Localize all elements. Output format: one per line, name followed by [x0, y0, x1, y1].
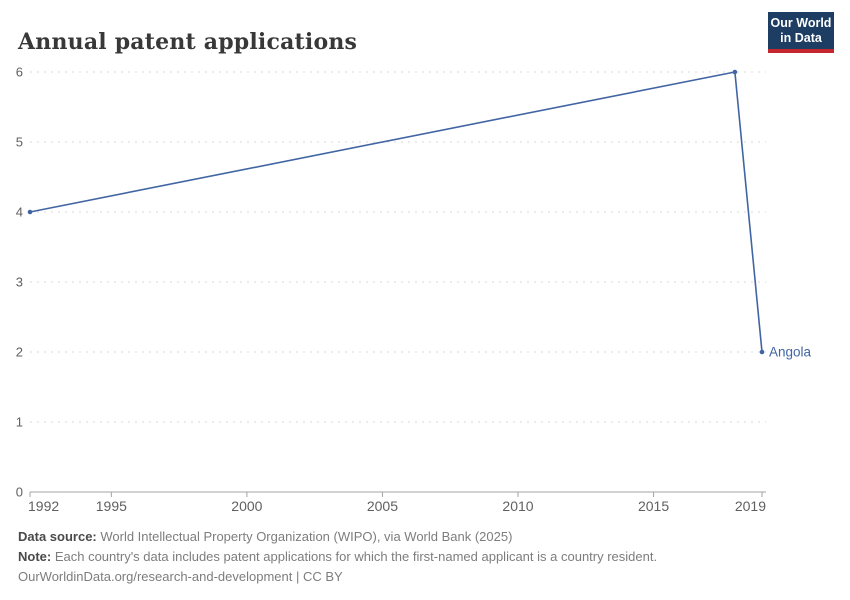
y-tick-label-3: 3 — [16, 275, 23, 290]
line-chart-plot-area: 0 1 2 3 4 5 6 1992 1995 2000 2005 2010 2015 2019 Angol… — [16, 65, 812, 515]
y-tick-label-0: 0 — [16, 485, 23, 500]
x-tick-label-1995: 1995 — [96, 498, 127, 514]
entity-label-angola[interactable]: Angola — [769, 345, 812, 360]
data-point-angola-1992[interactable] — [27, 209, 33, 215]
x-tick-label-2019: 2019 — [735, 498, 766, 514]
owid-logo-text-line1: Our World — [770, 16, 832, 30]
datasource-text: World Intellectual Property Organization… — [96, 529, 513, 544]
x-tick-label-2005: 2005 — [367, 498, 398, 514]
owid-logo-text-line2: in Data — [780, 31, 822, 45]
license-line: OurWorldinData.org/research-and-developm… — [18, 569, 343, 584]
note-label: Note: — [18, 549, 52, 564]
note-line: Note: Each country's data includes paten… — [18, 547, 818, 567]
y-tick-label-6: 6 — [16, 65, 23, 80]
x-tick-label-2010: 2010 — [502, 498, 533, 514]
x-tick-label-2000: 2000 — [231, 498, 262, 514]
data-point-angola-2018[interactable] — [732, 69, 738, 75]
owid-logo[interactable]: Our World in Data — [768, 12, 834, 53]
datasource-line: Data source: World Intellectual Property… — [18, 527, 818, 547]
note-text: Each country's data includes patent appl… — [51, 549, 658, 564]
x-tick-label-2015: 2015 — [638, 498, 669, 514]
chart-footer: Data source: World Intellectual Property… — [18, 527, 818, 587]
y-tick-label-4: 4 — [16, 205, 23, 220]
x-tick-label-1992: 1992 — [28, 498, 59, 514]
y-tick-label-5: 5 — [16, 135, 23, 150]
y-tick-label-1: 1 — [16, 415, 23, 430]
y-tick-label-2: 2 — [16, 345, 23, 360]
datasource-label: Data source: — [18, 529, 97, 544]
chart-title: Annual patent applications — [18, 28, 358, 55]
data-point-angola-2019[interactable] — [759, 349, 765, 355]
